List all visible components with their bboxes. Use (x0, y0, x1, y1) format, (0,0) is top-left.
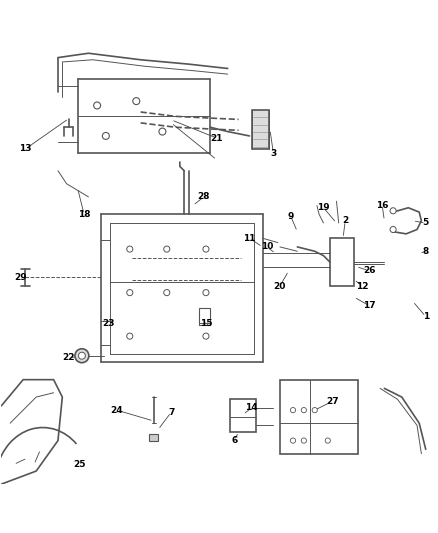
Circle shape (164, 289, 170, 296)
Bar (230, 399, 256, 432)
Text: 20: 20 (274, 281, 286, 290)
Circle shape (301, 438, 307, 443)
Text: 27: 27 (326, 397, 339, 406)
Circle shape (127, 289, 133, 296)
Circle shape (203, 333, 209, 339)
Bar (252, 110, 269, 149)
Circle shape (290, 408, 296, 413)
Text: 9: 9 (288, 212, 294, 221)
Circle shape (94, 102, 101, 109)
Circle shape (290, 438, 296, 443)
Circle shape (75, 349, 89, 362)
Text: 19: 19 (317, 203, 330, 212)
Bar (280, 379, 358, 454)
Bar (199, 308, 210, 325)
Circle shape (390, 208, 396, 214)
Text: 7: 7 (168, 408, 174, 417)
Circle shape (390, 227, 396, 232)
Text: 12: 12 (357, 281, 369, 290)
Bar (149, 434, 158, 441)
Text: 28: 28 (198, 192, 210, 201)
Circle shape (159, 128, 166, 135)
Text: 3: 3 (270, 149, 276, 158)
Text: 16: 16 (376, 201, 389, 210)
Text: 17: 17 (363, 301, 375, 310)
Text: 5: 5 (423, 219, 429, 228)
Bar (330, 238, 354, 286)
Text: 14: 14 (245, 403, 258, 413)
Circle shape (127, 333, 133, 339)
Text: 13: 13 (19, 144, 32, 154)
Circle shape (78, 352, 85, 359)
Circle shape (203, 289, 209, 296)
Circle shape (325, 438, 330, 443)
Text: 11: 11 (243, 233, 256, 243)
Text: 29: 29 (14, 273, 27, 282)
Text: 10: 10 (261, 243, 273, 252)
Text: 24: 24 (110, 406, 123, 415)
Circle shape (133, 98, 140, 104)
Circle shape (203, 246, 209, 252)
Circle shape (164, 246, 170, 252)
Text: 26: 26 (363, 266, 375, 276)
Circle shape (301, 408, 307, 413)
Text: 1: 1 (423, 312, 429, 321)
Circle shape (102, 133, 110, 140)
Text: 6: 6 (231, 436, 237, 445)
Text: 18: 18 (78, 210, 90, 219)
Text: 25: 25 (74, 460, 86, 469)
Text: 8: 8 (423, 247, 429, 256)
Circle shape (127, 246, 133, 252)
Text: 15: 15 (200, 319, 212, 328)
Text: 2: 2 (342, 216, 348, 225)
Text: 21: 21 (211, 134, 223, 143)
Text: 22: 22 (63, 353, 75, 362)
Circle shape (312, 408, 318, 413)
Text: 23: 23 (102, 319, 114, 328)
